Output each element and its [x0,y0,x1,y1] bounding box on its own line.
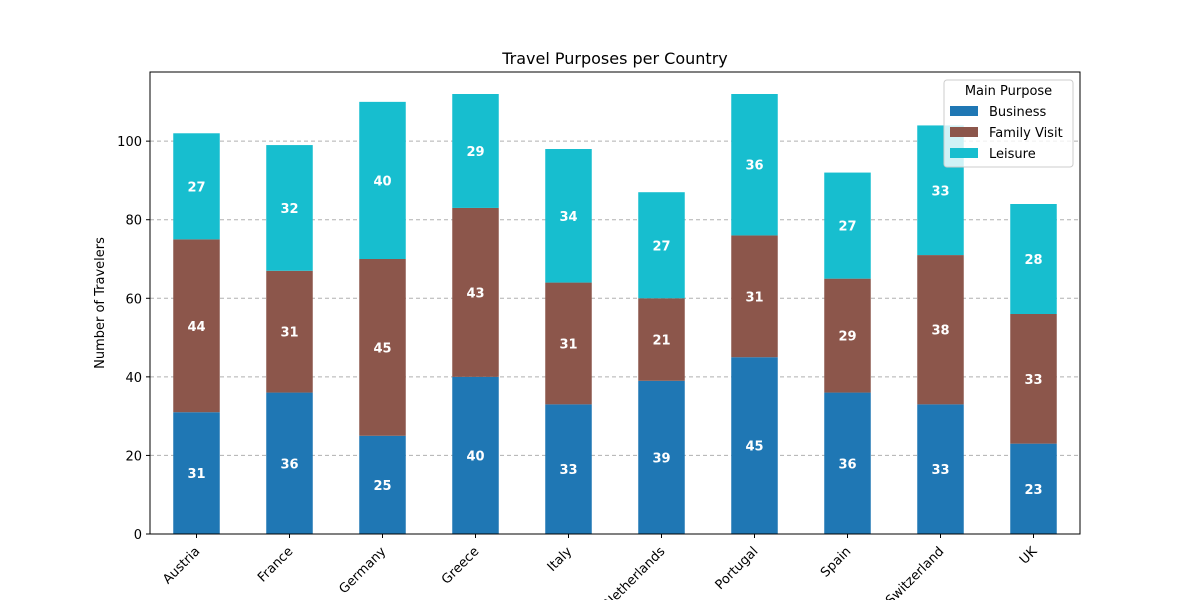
bar-value-label: 34 [559,210,577,225]
bar-value-label: 33 [931,463,949,478]
legend-swatch [950,148,978,158]
bar-segment [452,94,499,208]
bar-segment [452,207,499,377]
bar-segment [824,278,871,393]
bar-segment [731,235,778,358]
bar-value-label: 36 [838,457,856,472]
y-tick-label: 0 [134,528,142,543]
x-tick-label: Italy [545,544,576,575]
bar-value-labels: 31 44 27 36 31 32 25 45 40 40 43 29 33 31 34 39 21 27 45 31… [187,145,1042,498]
y-axis: 0 20 40 60 80 100 [117,135,150,543]
bar-value-label: 45 [373,341,391,356]
bar-value-label: 31 [559,337,577,352]
bar-segment [545,282,592,405]
x-tick-label: Spain [818,544,854,580]
x-tick-label: France [255,544,296,585]
bar-value-label: 25 [373,479,391,494]
bar-value-label: 33 [1024,373,1042,388]
bar-segment [266,392,313,534]
bar-segment [359,435,406,534]
bar-segment [731,94,778,236]
legend-title: Main Purpose [965,84,1052,99]
bar-segment [173,412,220,534]
y-tick-label: 20 [125,449,142,464]
bar-segment [545,149,592,283]
bar-value-label: 36 [745,159,763,174]
bar-value-label: 31 [745,290,763,305]
bar-value-label: 33 [931,184,949,199]
legend: Main Purpose Business Family Visit Leisure [943,79,1074,168]
plot-frame [149,71,1081,535]
bar-value-label: 40 [373,174,391,189]
bar-segment [266,270,313,393]
bar-segment [917,255,964,405]
bar-value-label: 39 [652,451,670,466]
x-tick-label: Portugal [713,544,762,593]
bar-segment [359,101,406,259]
bar-value-label: 45 [745,440,763,455]
y-tick-label: 60 [125,292,142,307]
legend-label: Leisure [989,147,1036,162]
x-tick-label: Netherlands [602,544,669,600]
legend-label: Family Visit [989,126,1063,141]
bar-segment [173,239,220,413]
bar-segment [638,380,685,534]
legend-box [943,79,1074,168]
bar-value-label: 28 [1024,253,1042,268]
legend-swatch [950,106,978,116]
bar-value-label: 21 [652,334,670,349]
bar-value-label: 29 [466,145,484,160]
bar-segment [545,404,592,534]
bar-segment [638,298,685,381]
bar-value-label: 33 [559,463,577,478]
x-tick-label: Switzerland [883,544,947,600]
bar-segment [638,192,685,299]
x-tick-label: Greece [439,544,482,587]
x-tick-label: Germany [336,544,389,597]
bar-value-label: 29 [838,330,856,345]
bar-segment [1010,314,1057,444]
bar-value-label: 38 [931,324,949,339]
bars [173,94,1057,534]
bar-segment [1010,204,1057,314]
bar-value-label: 32 [280,202,298,217]
bar-value-label: 36 [280,457,298,472]
x-axis: Austria France Germany Greece Italy Netherlan… [160,534,1041,600]
y-tick-label: 100 [117,135,142,150]
bar-value-label: 27 [652,239,670,254]
y-axis-title: Number of Travelers [93,237,108,369]
bar-segment [266,145,313,271]
y-tick-label: 40 [125,371,142,386]
bar-value-label: 23 [1024,483,1042,498]
x-tick-label: Austria [160,544,203,587]
bar-value-label: 43 [466,286,484,301]
bar-segment [824,172,871,279]
bar-segment [452,376,499,534]
bar-value-label: 27 [838,220,856,235]
bar-value-label: 40 [466,449,484,464]
bar-value-label: 31 [280,326,298,341]
chart-title: Travel Purposes per Country [501,49,728,68]
bar-segment [359,259,406,436]
bar-value-label: 44 [187,320,205,335]
bar-value-label: 27 [187,180,205,195]
x-tick-label: UK [1017,544,1041,568]
y-tick-label: 80 [125,214,142,229]
legend-swatch [950,127,978,137]
bar-value-label: 31 [187,467,205,482]
legend-label: Business [989,105,1047,120]
bar-segment [824,392,871,534]
bar-segment [731,357,778,534]
bar-segment [917,404,964,534]
bar-segment [1010,443,1057,534]
bar-segment [173,133,220,240]
